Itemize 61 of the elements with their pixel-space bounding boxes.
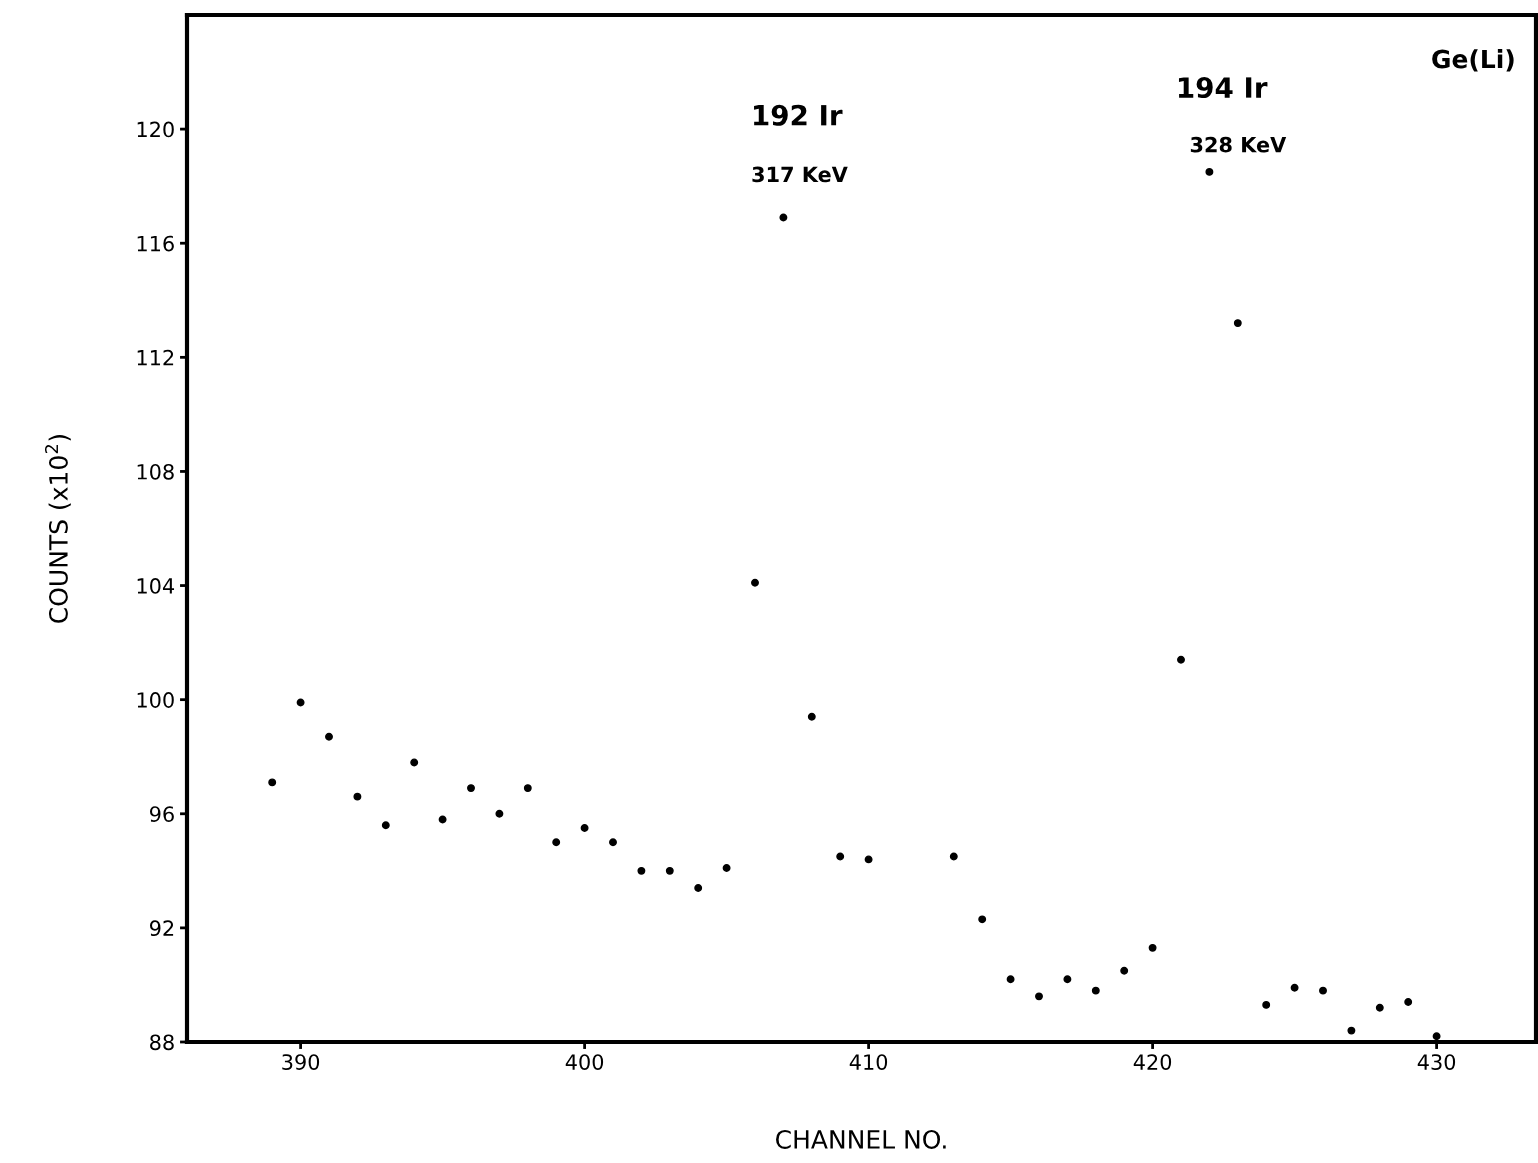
point [467, 784, 475, 793]
point [1404, 998, 1413, 1007]
annotation: 194 Ir [1178, 77, 1268, 99]
point [751, 578, 759, 587]
y-tick-label: 108 [137, 463, 174, 480]
point [410, 758, 419, 767]
annotation: 328 KeV [1190, 136, 1287, 153]
point [1148, 943, 1157, 952]
y-tick-label: 92 [150, 920, 174, 937]
point [1035, 992, 1043, 1001]
x-axis-title: CHANNEL NO. [776, 1129, 946, 1149]
point [609, 838, 617, 847]
point [268, 778, 277, 787]
y-tick-label: 116 [137, 235, 174, 252]
annotation: Ge(Li) [1432, 49, 1514, 72]
point [353, 792, 362, 801]
point [495, 809, 504, 818]
point [722, 864, 731, 872]
point [1063, 975, 1072, 984]
x-tick-label: 390 [282, 1054, 320, 1070]
y-tick-label: 88 [150, 1034, 174, 1051]
point [694, 883, 703, 892]
point [1205, 167, 1214, 176]
point [580, 824, 589, 832]
y-tick-label: 104 [137, 578, 175, 594]
point [1319, 986, 1327, 995]
point [381, 821, 390, 830]
annotation: 192 Ir [754, 104, 843, 126]
y-tick-label: 120 [137, 121, 174, 138]
point [325, 732, 333, 741]
point [552, 838, 561, 847]
point [665, 866, 674, 875]
point [949, 852, 958, 861]
point [438, 815, 447, 824]
x-tick-label: 400 [565, 1054, 604, 1070]
y-tick-label: 112 [137, 349, 174, 366]
y-tick-label: 100 [137, 692, 174, 708]
annotation: 317 KeV [752, 166, 848, 183]
point [1375, 1003, 1384, 1012]
point [523, 784, 532, 793]
x-tick-label: 430 [1417, 1054, 1456, 1070]
point [836, 852, 845, 861]
y-tick-label: 96 [150, 806, 174, 822]
point [1432, 1032, 1441, 1041]
point [1347, 1026, 1356, 1035]
point [1120, 966, 1129, 975]
point [978, 915, 987, 924]
point [864, 855, 873, 864]
point [1006, 975, 1015, 984]
point [296, 698, 305, 707]
point [1290, 983, 1299, 992]
point [1177, 655, 1185, 664]
point [807, 712, 816, 721]
point [1262, 1000, 1271, 1009]
x-tick-label: 420 [1133, 1054, 1172, 1070]
point [1233, 319, 1242, 328]
x-tick-label: 410 [849, 1054, 888, 1070]
point [1091, 986, 1100, 995]
point [779, 213, 788, 222]
point [637, 866, 646, 875]
y-axis-title: COUNTS (x10$^{2}$) [44, 435, 71, 623]
